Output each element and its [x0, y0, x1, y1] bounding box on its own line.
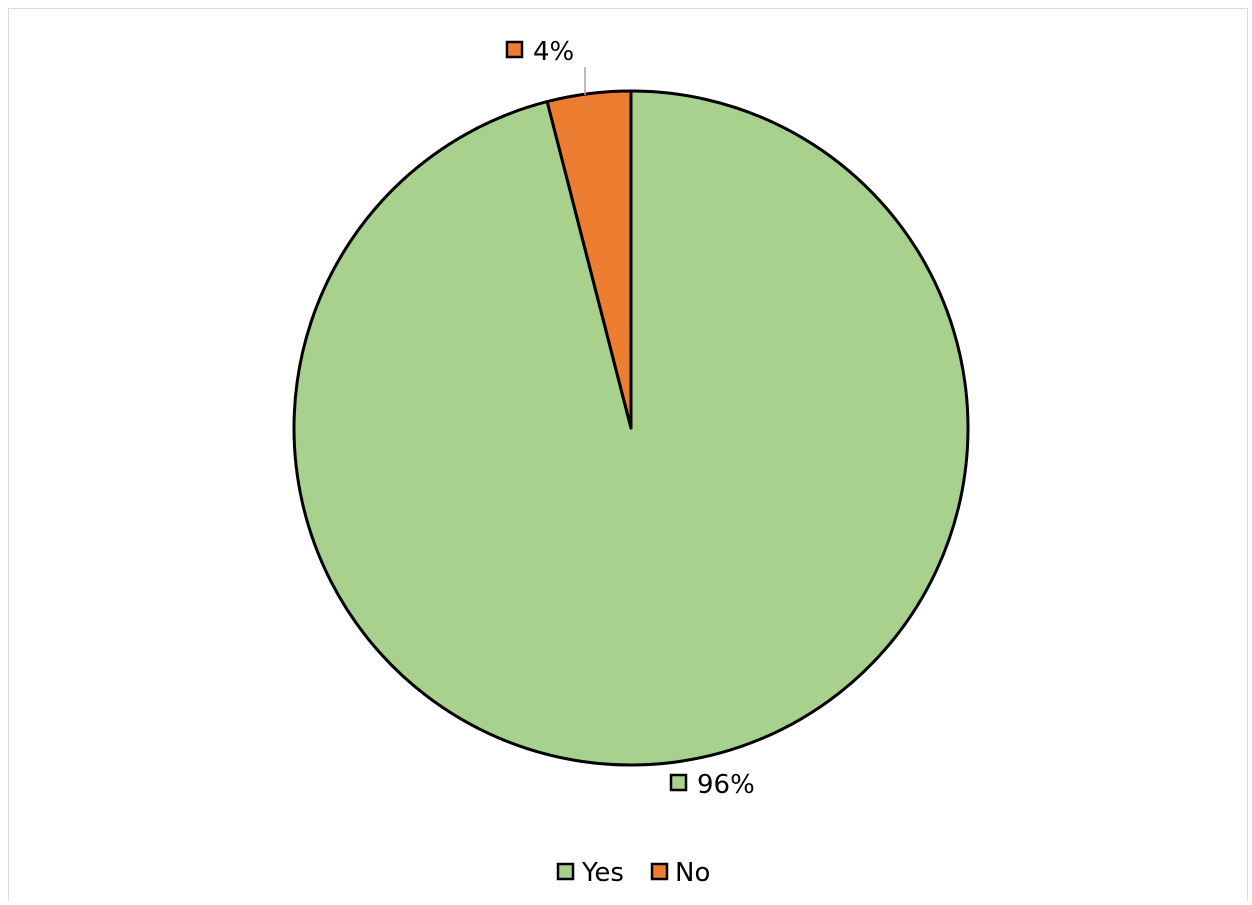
legend-label: Yes [581, 858, 624, 888]
legend: Yes No [556, 858, 710, 888]
data-label-no: 4% [505, 37, 574, 67]
legend-item-no: No [650, 858, 710, 888]
data-label-yes: 96% [669, 770, 755, 800]
pie-slice-no [545, 89, 633, 430]
data-label-text: 4% [533, 37, 574, 67]
legend-swatch [650, 862, 669, 881]
data-label-swatch [505, 40, 524, 59]
data-labels: 96% 4% [505, 37, 755, 800]
data-label-swatch [669, 773, 688, 792]
legend-swatch [556, 862, 575, 881]
legend-label: No [675, 858, 710, 888]
legend-item-yes: Yes [556, 858, 624, 888]
data-label-text: 96% [697, 770, 755, 800]
pie-slices [292, 89, 970, 767]
